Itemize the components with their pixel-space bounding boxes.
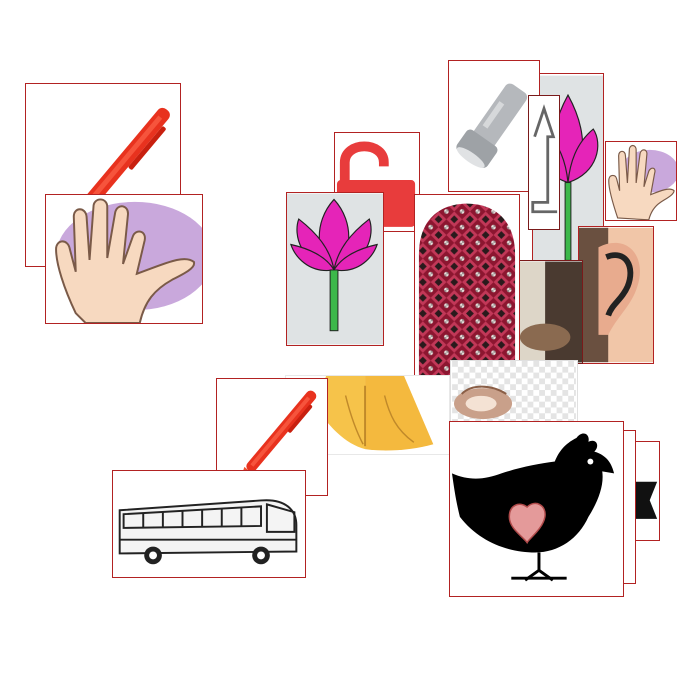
hand-icon [606, 142, 676, 220]
stone-icon [516, 261, 582, 363]
hen-icon [450, 422, 623, 596]
black-shape-icon [633, 444, 659, 538]
shell-icon [452, 361, 576, 421]
hen-card [449, 421, 624, 597]
hand-card [45, 194, 203, 324]
flashlight-card [448, 60, 540, 192]
house-outline-card [528, 95, 560, 230]
bus-card [112, 470, 306, 578]
ear-card [578, 226, 654, 364]
ear-icon [579, 227, 653, 363]
house-outline-icon [529, 99, 559, 226]
pen-card [216, 378, 328, 496]
lotus-icon [287, 193, 383, 345]
flashlight-icon [449, 61, 539, 191]
lotus-card [286, 192, 384, 346]
shells-card [450, 360, 578, 422]
stone-photo-card [515, 260, 583, 364]
bus-icon [113, 471, 305, 577]
knitted-cap-icon [415, 195, 519, 381]
knitted-cap-card [414, 194, 520, 382]
hand-icon [46, 195, 202, 323]
hand-card [605, 141, 677, 221]
black-shape-card [632, 441, 660, 541]
